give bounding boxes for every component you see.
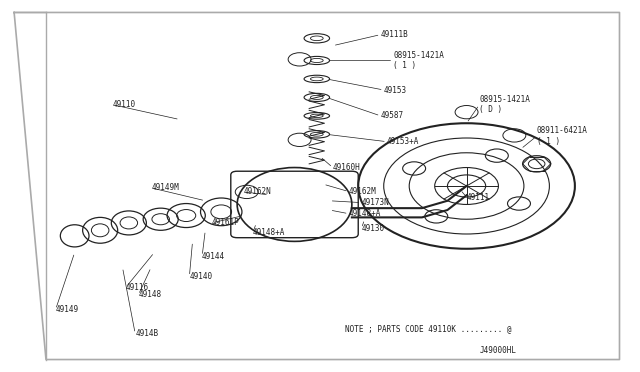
Text: 4914B: 4914B <box>135 329 158 338</box>
Text: J49000HL: J49000HL <box>479 346 516 355</box>
Text: 49153+A: 49153+A <box>387 137 419 146</box>
Text: 49160H: 49160H <box>333 163 360 172</box>
Text: 49153: 49153 <box>384 86 407 94</box>
Text: 49587: 49587 <box>381 111 404 121</box>
Text: 08911-6421A
( 1 ): 08911-6421A ( 1 ) <box>537 126 588 146</box>
Text: 49148+A: 49148+A <box>349 209 381 218</box>
Text: 49140: 49140 <box>189 272 212 281</box>
Text: 49148+A: 49148+A <box>253 228 285 237</box>
Text: NOTE ; PARTS CODE 49110K ......... @: NOTE ; PARTS CODE 49110K ......... @ <box>346 324 512 333</box>
Text: 49149M: 49149M <box>151 183 179 192</box>
Text: 49162N: 49162N <box>244 187 271 196</box>
Text: 49111: 49111 <box>467 193 490 202</box>
Text: 08915-1421A
( D ): 08915-1421A ( D ) <box>479 95 530 115</box>
Text: 49110: 49110 <box>113 100 136 109</box>
Text: 49148: 49148 <box>138 291 161 299</box>
Text: 49161P: 49161P <box>212 218 239 227</box>
Text: 49149: 49149 <box>56 305 79 314</box>
Text: 08915-1421A
( 1 ): 08915-1421A ( 1 ) <box>394 51 444 70</box>
Text: 49111B: 49111B <box>381 30 408 39</box>
Text: 49162M: 49162M <box>349 187 376 196</box>
Text: 49144: 49144 <box>202 251 225 261</box>
Text: 49116: 49116 <box>125 283 148 292</box>
Text: 49130: 49130 <box>362 224 385 233</box>
Text: 49173N: 49173N <box>362 198 389 207</box>
